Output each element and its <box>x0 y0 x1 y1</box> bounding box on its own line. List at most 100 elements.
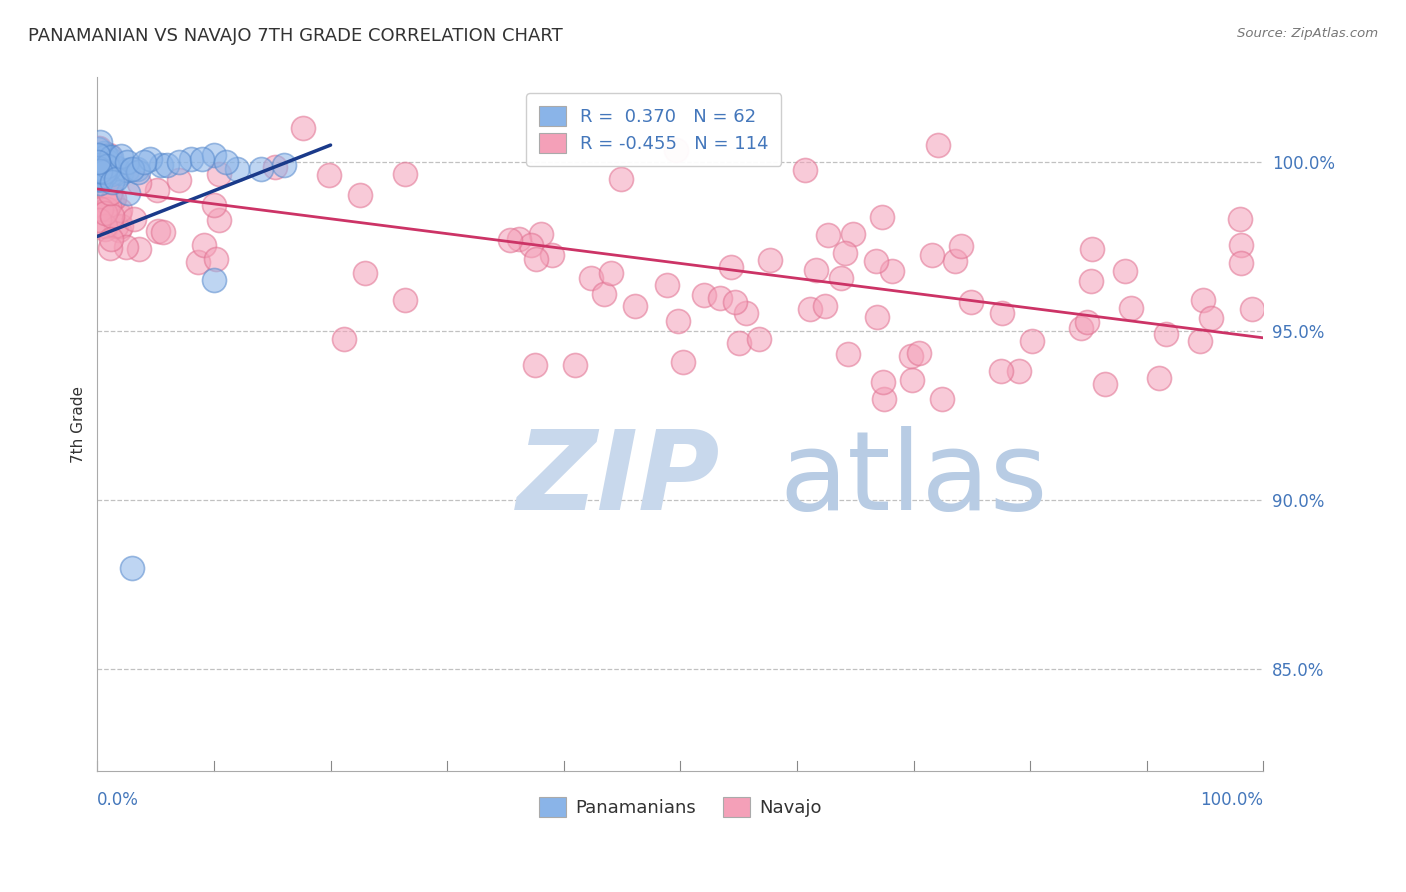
Point <box>128 176 150 190</box>
Point <box>96 154 118 169</box>
Point <box>208 213 231 227</box>
Point <box>98 186 121 201</box>
Point <box>93 146 115 161</box>
Point <box>94 206 117 220</box>
Point <box>666 314 689 328</box>
Point <box>600 266 623 280</box>
Point <box>394 293 416 308</box>
Point <box>91 164 114 178</box>
Point <box>90 150 112 164</box>
Point <box>1070 321 1092 335</box>
Point <box>349 187 371 202</box>
Point <box>1076 315 1098 329</box>
Point <box>89 158 111 172</box>
Point <box>89 170 111 185</box>
Point <box>89 164 111 178</box>
Point <box>291 121 314 136</box>
Point <box>990 364 1012 378</box>
Legend: Panamanians, Navajo: Panamanians, Navajo <box>531 789 830 824</box>
Point <box>94 148 117 162</box>
Point <box>167 173 190 187</box>
Point <box>191 152 214 166</box>
Point <box>108 223 131 237</box>
Point <box>530 227 553 242</box>
Text: 0.0%: 0.0% <box>97 791 139 809</box>
Point <box>900 349 922 363</box>
Point <box>1114 263 1136 277</box>
Point <box>110 149 132 163</box>
Point <box>91 167 114 181</box>
Point <box>655 277 678 292</box>
Point <box>87 141 110 155</box>
Point <box>98 152 121 166</box>
Point <box>524 252 547 266</box>
Point <box>114 240 136 254</box>
Point <box>93 165 115 179</box>
Point <box>127 165 149 179</box>
Point <box>866 310 889 325</box>
Point <box>273 158 295 172</box>
Point <box>87 164 110 178</box>
Point <box>872 375 894 389</box>
Point <box>950 238 973 252</box>
Point <box>117 162 139 177</box>
Point <box>202 148 225 162</box>
Text: 100.0%: 100.0% <box>1201 791 1264 809</box>
Point <box>167 155 190 169</box>
Point <box>794 163 817 178</box>
Point <box>927 137 949 152</box>
Point <box>720 260 742 275</box>
Point <box>610 172 633 186</box>
Point <box>94 164 117 178</box>
Point <box>1080 274 1102 288</box>
Point <box>692 288 714 302</box>
Point <box>665 144 688 158</box>
Point <box>156 158 179 172</box>
Point <box>89 149 111 163</box>
Point <box>354 266 377 280</box>
Point <box>152 225 174 239</box>
Point <box>108 207 131 221</box>
Point <box>101 194 124 208</box>
Point <box>205 252 228 266</box>
Point <box>870 210 893 224</box>
Point <box>87 147 110 161</box>
Point <box>89 157 111 171</box>
Point <box>98 241 121 255</box>
Point <box>921 248 943 262</box>
Point <box>806 263 828 277</box>
Point <box>813 299 835 313</box>
Point <box>799 301 821 316</box>
Point <box>624 299 647 313</box>
Point <box>93 161 115 176</box>
Point <box>101 176 124 190</box>
Point <box>834 246 856 260</box>
Point <box>960 294 983 309</box>
Point <box>110 219 132 234</box>
Point <box>931 392 953 406</box>
Point <box>103 190 125 204</box>
Text: atlas: atlas <box>779 426 1047 533</box>
Point <box>202 273 225 287</box>
Point <box>105 219 128 233</box>
Point <box>115 155 138 169</box>
Point <box>150 158 173 172</box>
Point <box>87 142 110 156</box>
Point <box>90 169 112 184</box>
Point <box>524 358 547 372</box>
Point <box>318 168 340 182</box>
Point <box>204 198 226 212</box>
Point <box>837 347 859 361</box>
Point <box>249 161 271 176</box>
Point <box>121 561 143 575</box>
Point <box>97 148 120 162</box>
Point <box>728 335 751 350</box>
Point <box>1154 326 1177 341</box>
Point <box>541 247 564 261</box>
Point <box>93 219 115 233</box>
Point <box>90 173 112 187</box>
Point <box>180 152 202 166</box>
Point <box>87 169 110 184</box>
Point <box>991 306 1014 320</box>
Point <box>193 237 215 252</box>
